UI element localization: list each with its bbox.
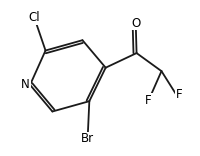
Text: F: F — [145, 94, 151, 107]
Text: O: O — [130, 17, 140, 29]
Text: Cl: Cl — [28, 11, 40, 24]
Text: F: F — [175, 88, 182, 101]
Text: N: N — [21, 78, 30, 91]
Text: Br: Br — [81, 132, 94, 146]
